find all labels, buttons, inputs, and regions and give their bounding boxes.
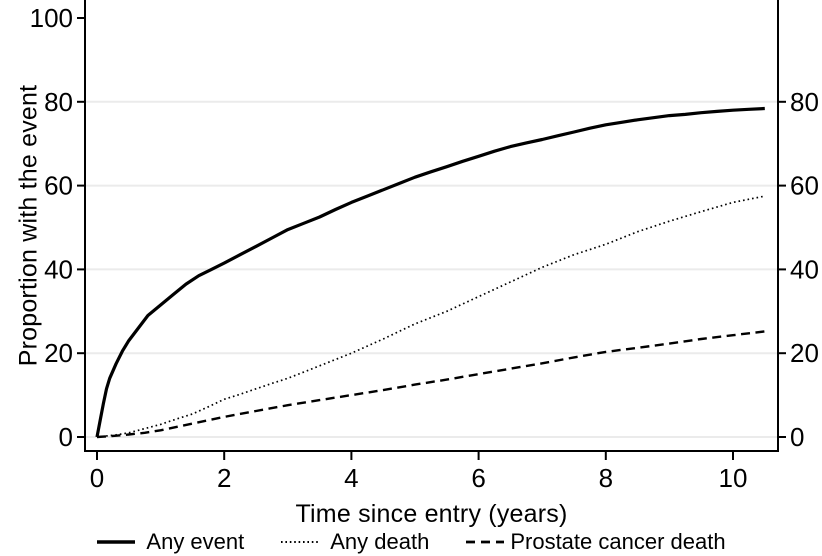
y-axis-right-tick-label: 0 xyxy=(790,422,804,452)
y-axis-right-tick-label: 60 xyxy=(790,171,819,201)
chart-legend: Any event Any death Prostate cancer death xyxy=(0,529,822,555)
y-axis-left-tick-label: 40 xyxy=(44,254,73,284)
tick-labels: 0 20 40 60 80 100 0 20 40 60 80 0 2 4 6 8 10 xyxy=(30,3,819,493)
x-axis-tick-label: 2 xyxy=(217,463,231,493)
legend-item-prostate-cancer-death: Prostate cancer death xyxy=(465,529,726,555)
legend-item-any-event: Any event xyxy=(96,529,244,555)
gridlines xyxy=(86,100,777,438)
legend-item-any-death: Any death xyxy=(280,529,429,555)
y-axis-right-tick-label: 20 xyxy=(790,338,819,368)
series-line-any-event xyxy=(95,106,765,438)
legend-label-any-death: Any death xyxy=(330,529,430,554)
y-axis-right-tick-label: 80 xyxy=(790,87,819,117)
legend-swatch-solid-line-icon xyxy=(97,540,136,544)
x-axis-tick-label: 4 xyxy=(344,463,358,493)
y-axis-left-tick-label: 60 xyxy=(44,171,73,201)
x-axis-tick-label: 8 xyxy=(599,463,613,493)
series-lines xyxy=(95,106,765,439)
y-axis-left-tick-label: 100 xyxy=(30,3,73,33)
y-axis-left-tick-label: 20 xyxy=(44,338,73,368)
axes xyxy=(77,0,786,460)
legend-label-any-event: Any event xyxy=(146,529,245,554)
x-axis-tick-label: 10 xyxy=(719,463,748,493)
x-axis-tick-label: 6 xyxy=(471,463,485,493)
y-axis-left-tick-label: 0 xyxy=(59,422,73,452)
y-axis-left-tick-label: 80 xyxy=(44,87,73,117)
legend-swatch-dotted-line-icon xyxy=(281,541,320,543)
x-axis-title: Time since entry (years) xyxy=(295,500,568,528)
y-axis-right-tick-label: 40 xyxy=(790,254,819,284)
series-line-any-death xyxy=(96,195,765,438)
series-line-prostate-cancer-death xyxy=(96,330,765,439)
x-axis-tick-label: 0 xyxy=(90,463,104,493)
legend-label-prostate-cancer-death: Prostate cancer death xyxy=(510,529,726,554)
legend-swatch-dashed-line-icon xyxy=(466,540,505,544)
